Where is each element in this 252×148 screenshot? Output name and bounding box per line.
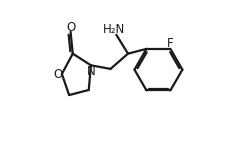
Text: F: F	[167, 37, 173, 50]
Text: O: O	[53, 67, 62, 81]
Text: N: N	[86, 65, 95, 78]
Text: O: O	[66, 21, 75, 34]
Text: H₂N: H₂N	[103, 23, 125, 36]
